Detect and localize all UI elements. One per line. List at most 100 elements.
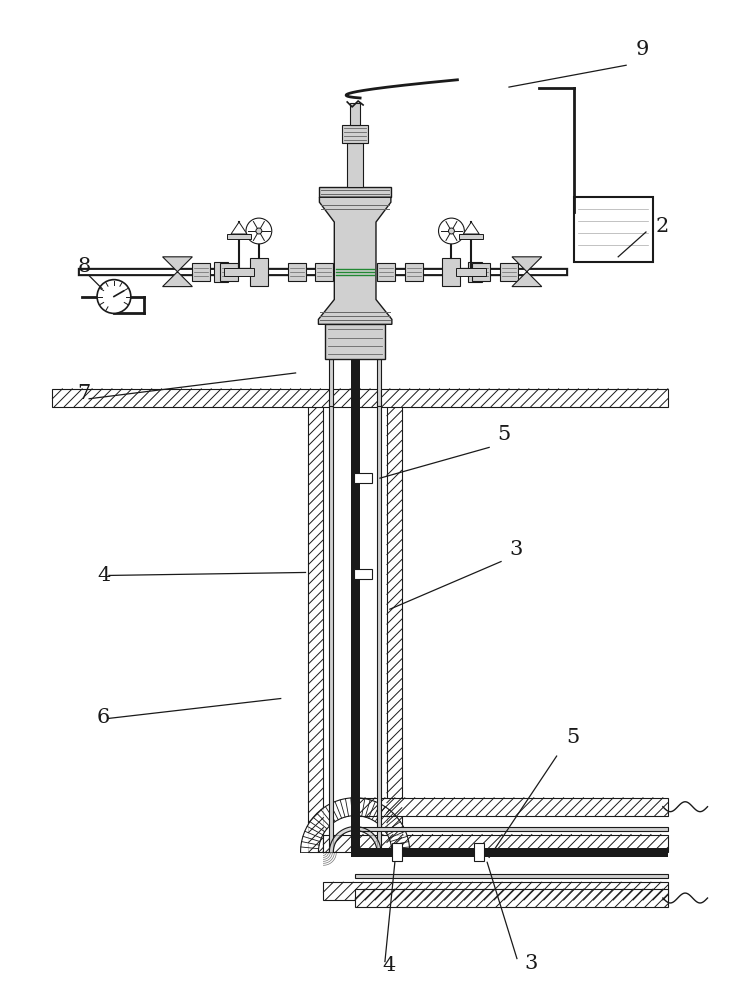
Polygon shape (316, 813, 329, 827)
Polygon shape (349, 798, 352, 816)
Polygon shape (362, 799, 366, 816)
Polygon shape (372, 836, 375, 839)
Polygon shape (362, 799, 367, 817)
Polygon shape (373, 804, 382, 820)
Polygon shape (303, 836, 320, 842)
Polygon shape (351, 798, 353, 816)
Polygon shape (331, 843, 334, 845)
Polygon shape (319, 811, 331, 825)
Bar (350, 103, 360, 125)
Bar (354, 569, 372, 579)
Polygon shape (352, 849, 358, 856)
Polygon shape (376, 807, 387, 822)
Bar (53, 389, 668, 407)
Polygon shape (352, 850, 358, 855)
Polygon shape (374, 841, 378, 843)
Polygon shape (340, 831, 343, 835)
Polygon shape (340, 800, 346, 817)
Polygon shape (351, 851, 359, 853)
Polygon shape (342, 799, 347, 817)
Polygon shape (302, 841, 320, 845)
Polygon shape (351, 852, 359, 853)
Polygon shape (362, 828, 363, 832)
Polygon shape (369, 802, 376, 819)
Polygon shape (309, 823, 324, 833)
Bar (326, 324, 385, 359)
Text: 6: 6 (97, 708, 110, 727)
Polygon shape (302, 838, 320, 844)
Polygon shape (364, 799, 369, 817)
Polygon shape (315, 815, 328, 828)
Polygon shape (374, 838, 376, 840)
Polygon shape (352, 850, 358, 855)
Polygon shape (392, 847, 410, 849)
Polygon shape (355, 848, 356, 856)
Polygon shape (354, 849, 356, 856)
Polygon shape (332, 840, 336, 842)
Polygon shape (302, 842, 320, 846)
Bar (377, 401, 381, 852)
Polygon shape (376, 848, 381, 849)
Polygon shape (374, 806, 385, 822)
Polygon shape (352, 850, 358, 854)
Bar (227, 234, 251, 239)
Polygon shape (358, 827, 360, 831)
Polygon shape (301, 847, 319, 849)
Polygon shape (512, 257, 542, 287)
Polygon shape (338, 833, 341, 836)
Polygon shape (371, 835, 374, 838)
Polygon shape (391, 841, 409, 845)
Text: 5: 5 (497, 425, 510, 444)
Polygon shape (392, 851, 410, 852)
Polygon shape (352, 850, 358, 855)
Polygon shape (301, 846, 319, 849)
Polygon shape (320, 810, 332, 825)
Polygon shape (381, 814, 395, 827)
Polygon shape (374, 840, 378, 842)
Polygon shape (352, 851, 359, 854)
Polygon shape (352, 851, 359, 854)
Bar (288, 263, 305, 281)
Bar (356, 827, 668, 831)
Polygon shape (347, 828, 350, 831)
Polygon shape (354, 849, 356, 856)
Polygon shape (382, 815, 395, 828)
Polygon shape (374, 839, 377, 842)
Polygon shape (303, 834, 320, 841)
Polygon shape (334, 837, 338, 839)
Polygon shape (359, 798, 363, 816)
Circle shape (448, 228, 454, 234)
Polygon shape (347, 798, 351, 816)
Polygon shape (353, 849, 357, 856)
Polygon shape (352, 850, 358, 854)
Polygon shape (330, 845, 334, 847)
Polygon shape (340, 832, 342, 835)
Polygon shape (304, 832, 321, 840)
Polygon shape (388, 828, 404, 837)
Bar (329, 401, 333, 852)
Polygon shape (373, 837, 376, 840)
Polygon shape (368, 832, 371, 835)
Text: 7: 7 (77, 384, 91, 403)
Polygon shape (389, 833, 406, 840)
Polygon shape (314, 816, 328, 828)
Polygon shape (371, 835, 374, 838)
Polygon shape (351, 827, 352, 831)
Polygon shape (377, 809, 389, 824)
Polygon shape (354, 849, 356, 856)
Bar (323, 835, 668, 852)
Polygon shape (378, 810, 390, 824)
Polygon shape (352, 850, 358, 855)
Polygon shape (331, 803, 340, 819)
Polygon shape (323, 807, 334, 822)
Polygon shape (382, 817, 397, 829)
Bar (459, 234, 483, 239)
Polygon shape (370, 834, 374, 837)
Polygon shape (376, 848, 381, 849)
Polygon shape (354, 848, 356, 856)
Polygon shape (344, 829, 346, 833)
Polygon shape (333, 839, 337, 842)
Polygon shape (352, 849, 358, 856)
Polygon shape (380, 812, 392, 826)
Polygon shape (353, 849, 357, 856)
